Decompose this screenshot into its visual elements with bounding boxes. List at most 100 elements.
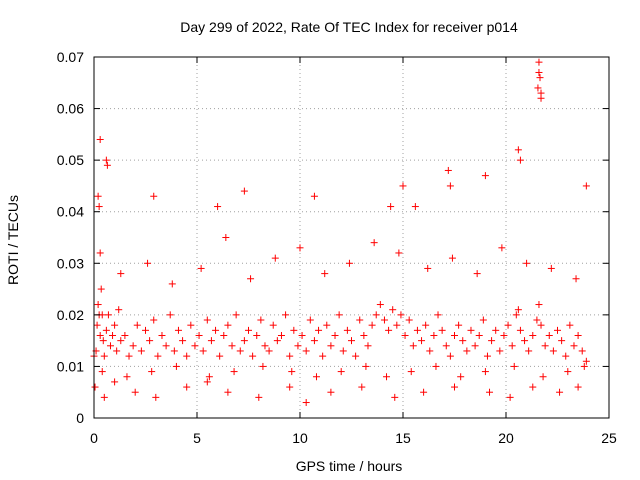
data-point [549,347,557,355]
data-point [125,352,133,360]
data-point [422,321,430,329]
y-tick-label: 0.04 [57,204,84,220]
y-tick-label: 0.03 [57,255,84,271]
data-point [321,270,329,278]
y-tick-label: 0.06 [57,101,84,117]
data-point [537,321,545,329]
data-point [224,388,232,396]
y-tick-labels: 0 0.01 0.02 0.03 0.04 0.05 0.06 0.07 [57,49,84,426]
data-point [580,362,588,370]
data-point [121,331,129,339]
data-point [558,337,566,345]
data-point [98,368,106,376]
data-point [152,393,160,401]
data-point [214,203,222,211]
y-tick-label: 0.01 [57,358,84,374]
data-point [516,156,524,164]
data-point [383,373,391,381]
y-tick-label: 0.02 [57,307,84,323]
data-point [535,68,543,76]
data-point [199,347,207,355]
data-point [360,331,368,339]
data-point [424,264,432,272]
data-point [249,352,257,360]
data-point [106,342,114,350]
data-point [265,347,273,355]
data-point [376,301,384,309]
data-point [298,331,306,339]
y-axis-label: ROTI / TECUs [5,195,21,285]
data-point [236,347,244,355]
data-point [512,311,520,319]
data-point [197,264,205,272]
data-point [479,316,487,324]
data-point [362,362,370,370]
data-point [337,368,345,376]
data-point [294,342,302,350]
data-point [380,316,388,324]
data-point [205,373,213,381]
data-point [420,388,428,396]
data-point [95,203,103,211]
y-tick-label: 0 [76,410,84,426]
data-point [529,383,537,391]
data-point [302,347,310,355]
data-point [475,331,483,339]
data-point [409,342,417,350]
data-point [146,337,154,345]
data-point [162,342,170,350]
data-point [529,331,537,339]
data-point [413,326,421,334]
data-point [100,393,108,401]
data-point [343,326,351,334]
data-point [327,342,335,350]
data-point [405,316,413,324]
data-point [240,337,248,345]
data-point [288,368,296,376]
data-point [312,373,320,381]
data-point [207,337,215,345]
data-point [117,337,125,345]
data-point [232,311,240,319]
data-point [481,368,489,376]
data-point [411,203,419,211]
data-point [230,368,238,376]
data-point [570,342,578,350]
data-point [399,182,407,190]
data-point [457,373,465,381]
data-point [331,331,339,339]
data-point [195,331,203,339]
data-point [222,234,230,241]
data-point [93,321,101,329]
data-point [286,352,294,360]
data-point [282,311,290,319]
data-point [102,156,110,164]
x-tick-labels: 0 5 10 15 20 25 [90,430,617,446]
data-point [430,331,438,339]
data-point [158,331,166,339]
data-point [203,378,211,386]
data-point [564,368,572,376]
data-point [91,383,99,391]
data-point [446,352,454,360]
data-point [486,388,494,396]
data-point [536,74,544,82]
data-point [389,306,397,314]
data-point [387,203,395,211]
data-point [111,378,119,386]
data-point [148,368,156,376]
data-point [348,337,355,345]
data-point [99,337,107,345]
data-point [554,326,561,334]
x-axis-label: GPS time / hours [296,458,403,474]
data-point [104,311,112,319]
data-point [166,311,174,319]
data-point [358,383,366,391]
data-point [154,352,162,360]
data-point [481,172,489,180]
data-point [451,383,458,391]
data-point [407,368,415,376]
data-point [257,316,265,324]
data-point [368,321,376,329]
